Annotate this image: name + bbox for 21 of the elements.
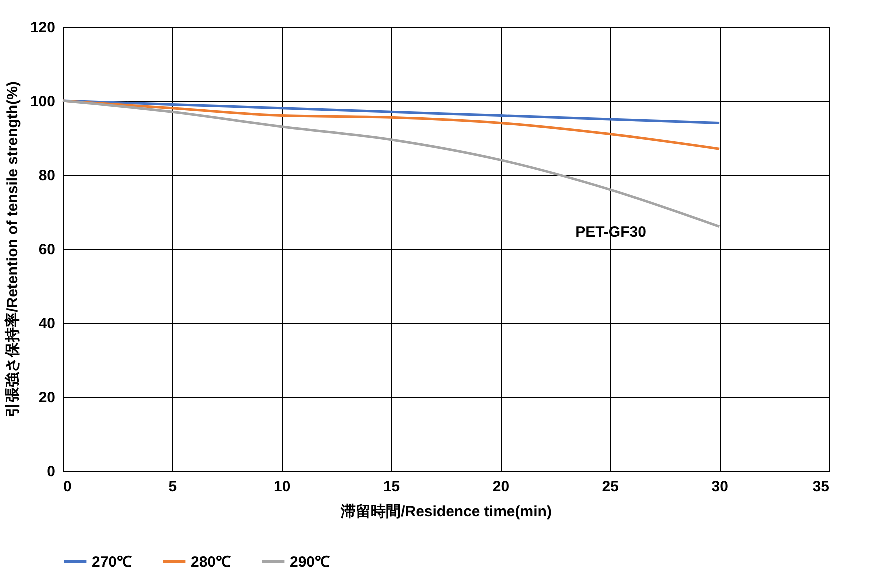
x-tick-label: 0 bbox=[64, 478, 72, 496]
x-tick-label: 5 bbox=[168, 478, 178, 496]
x-tick-label: 10 bbox=[274, 478, 291, 496]
x-tick-label: 35 bbox=[812, 478, 830, 496]
y-tick-label: 20 bbox=[38, 390, 56, 406]
y-tick-label: 80 bbox=[38, 168, 56, 184]
y-tick-label: 100 bbox=[30, 94, 56, 110]
x-tick-label: 25 bbox=[602, 478, 619, 496]
x-tick-label: 30 bbox=[712, 478, 728, 496]
legend-label: 270℃ bbox=[92, 554, 132, 571]
y-tick-label: 40 bbox=[38, 316, 56, 332]
x-axis-title: 滞留時間/Residence time(min) bbox=[340, 504, 552, 520]
y-tick-label: 60 bbox=[38, 242, 56, 258]
x-tick-label: 20 bbox=[492, 478, 510, 496]
line-series bbox=[62, 100, 721, 228]
y-axis-title: 引張強さ保持率/Retention of tensile strength(%) bbox=[3, 82, 22, 418]
legend-label: 280℃ bbox=[191, 554, 232, 571]
legend-label: 290℃ bbox=[290, 554, 330, 571]
y-tick-label: 0 bbox=[47, 464, 56, 480]
y-tick-label: 120 bbox=[30, 20, 56, 36]
x-tick-label: 15 bbox=[383, 478, 400, 496]
